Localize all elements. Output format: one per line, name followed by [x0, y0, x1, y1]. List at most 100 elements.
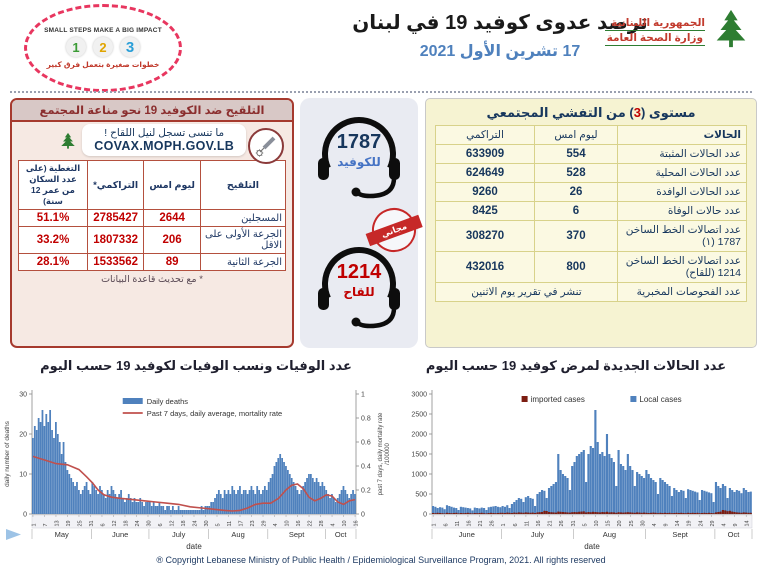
bar — [93, 486, 96, 514]
overlay-bar — [687, 512, 690, 514]
overlay-bar — [694, 513, 697, 514]
overlay-bar — [680, 512, 683, 514]
bar — [200, 506, 203, 514]
overlay-bar — [719, 511, 722, 514]
overlay-bar — [459, 513, 462, 514]
overlay-bar — [668, 512, 671, 514]
overlay-bar — [610, 512, 613, 514]
bar — [47, 422, 50, 514]
bar — [300, 490, 303, 514]
bar — [43, 426, 46, 514]
overlay-bar — [466, 512, 469, 514]
overlay-bar — [724, 510, 727, 514]
month-label: Aug — [603, 530, 616, 539]
headset-icon — [318, 117, 400, 199]
bar — [615, 486, 618, 514]
bar — [457, 510, 460, 514]
overlay-bar — [445, 512, 449, 514]
bar — [79, 494, 82, 514]
overlay-bar — [638, 512, 641, 514]
bar — [605, 434, 609, 514]
y-tick-label: 1000 — [411, 472, 427, 479]
bar — [187, 510, 190, 514]
outbreak-row-value: 370 — [534, 220, 618, 252]
overlay-bar — [661, 513, 664, 514]
cases-chart-title: عدد الحالات الجديدة لمرض كوفيد 19 حسب ال… — [425, 358, 727, 373]
bar — [183, 510, 186, 514]
bar — [687, 489, 690, 514]
bar — [529, 498, 532, 514]
bar — [478, 508, 481, 514]
bar — [313, 482, 316, 514]
bar — [352, 490, 354, 514]
x-tick-label: 14 — [675, 520, 681, 526]
x-tick-label: 29 — [262, 520, 268, 526]
overlay-bar — [503, 513, 507, 514]
bar — [571, 466, 574, 514]
overlay-bar — [434, 513, 437, 514]
step-3-icon: 3 — [120, 37, 140, 57]
bar — [204, 506, 207, 514]
x-tick-label: 21 — [548, 520, 554, 526]
overlay-bar — [573, 512, 576, 514]
x-tick-label: 11 — [455, 521, 461, 527]
overlay-bar — [575, 512, 578, 514]
bar — [185, 510, 188, 514]
y2-tick-label: 0.6 — [361, 440, 371, 447]
tick-band — [431, 514, 753, 529]
bar — [455, 508, 458, 514]
covax-url[interactable]: COVAX.MOPH.GOV.LB — [94, 139, 235, 153]
bar — [636, 472, 639, 514]
bar — [164, 510, 167, 514]
vax-table-row: المسجلين 2644 2785427 51.1% — [18, 209, 286, 227]
bar — [503, 506, 507, 514]
outbreak-row-label: عدد الحالات المثبتة — [617, 144, 747, 164]
overlay-bar — [707, 512, 711, 514]
bar — [51, 430, 53, 514]
bar — [158, 502, 161, 514]
bar — [193, 510, 195, 514]
bar — [707, 492, 711, 514]
vax-col-header: التراكمي* — [86, 160, 145, 210]
x-tick-label: 30 — [146, 520, 152, 526]
bar — [603, 456, 606, 514]
y2-axis-title: past 7 days, daily mortality rate — [378, 412, 384, 495]
bar — [332, 498, 335, 514]
x-tick-label: 9 — [733, 523, 739, 526]
bar — [643, 478, 646, 514]
bar — [85, 482, 88, 514]
x-tick-label: 18 — [181, 520, 187, 526]
overlay-bar — [640, 512, 643, 514]
bar — [575, 456, 578, 514]
overlay-bar — [598, 512, 602, 514]
vax-row-value: 1533562 — [86, 253, 145, 271]
bar — [317, 482, 320, 514]
x-tick-label: 6 — [443, 523, 449, 526]
bar — [170, 510, 172, 514]
outbreak-col-header: الحالات — [617, 125, 747, 145]
step-1-icon: 1 — [66, 37, 86, 57]
bar — [617, 450, 620, 514]
overlay-bar — [432, 513, 435, 514]
x-tick-label: 20 — [617, 520, 623, 526]
overlay-bar — [652, 512, 655, 514]
mortality-line — [32, 455, 356, 512]
covid-hotline-number[interactable]: 1787 — [336, 131, 382, 153]
bar — [682, 490, 685, 514]
bar — [108, 494, 111, 514]
bar — [684, 498, 687, 514]
x-tick-label: 19 — [66, 520, 72, 526]
overlay-bar — [603, 512, 606, 514]
overlay-bar — [721, 510, 724, 514]
overlay-bar — [485, 513, 488, 514]
overlay-bar — [483, 513, 486, 514]
overlay-bar — [700, 513, 704, 514]
vaccine-hotline-number[interactable]: 1214 — [336, 261, 382, 283]
vax-col-header: التغطية (على عدد السكان من عمر 12 سنة) — [18, 160, 88, 210]
bar — [445, 505, 449, 514]
bar — [267, 482, 270, 514]
x-tick-label: 28 — [319, 520, 325, 526]
bar — [462, 507, 465, 514]
bar — [735, 490, 738, 514]
overlay-bar — [508, 512, 511, 514]
